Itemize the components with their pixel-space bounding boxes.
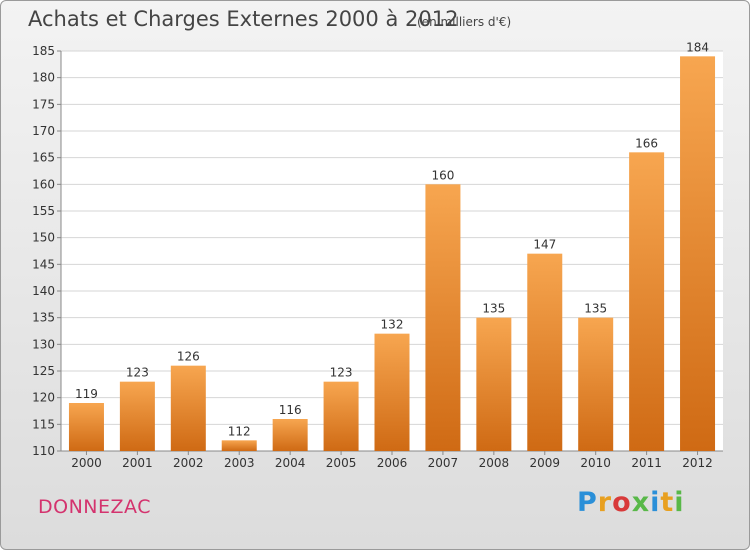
bar	[119, 381, 155, 451]
logo-letter: i	[674, 487, 685, 518]
bar	[323, 381, 359, 451]
y-tick-label: 125	[32, 364, 55, 378]
x-tick-label: 2009	[529, 456, 560, 470]
value-label: 184	[686, 40, 709, 54]
value-label: 116	[279, 403, 302, 417]
x-tick-label: 2003	[224, 456, 255, 470]
proxiti-logo: Proxiti	[577, 487, 685, 518]
value-label: 123	[126, 366, 149, 380]
bar	[527, 253, 563, 451]
y-tick-label: 185	[32, 44, 55, 58]
chart-subtitle: (en milliers d'€)	[417, 15, 512, 29]
y-tick-label: 145	[32, 257, 55, 271]
logo-letter: i	[650, 487, 661, 518]
x-tick-label: 2010	[580, 456, 611, 470]
bar	[629, 152, 665, 452]
y-tick-label: 175	[32, 97, 55, 111]
value-label: 132	[381, 318, 404, 332]
x-tick-label: 2000	[71, 456, 102, 470]
bar	[476, 317, 512, 451]
bar	[272, 419, 308, 451]
bar	[680, 56, 716, 451]
logo-letter: t	[660, 487, 675, 518]
x-tick-label: 2008	[479, 456, 510, 470]
bar	[374, 333, 410, 451]
x-tick-label: 2001	[122, 456, 153, 470]
y-tick-label: 180	[32, 71, 55, 85]
y-tick-label: 115	[32, 417, 55, 431]
x-tick-label: 2011	[631, 456, 662, 470]
value-label: 112	[228, 424, 251, 438]
y-tick-label: 165	[32, 151, 55, 165]
y-tick-label: 170	[32, 124, 55, 138]
bar	[578, 317, 614, 451]
logo-letter: P	[577, 487, 598, 518]
commune-name: DONNEZAC	[38, 496, 151, 518]
x-tick-label: 2005	[326, 456, 357, 470]
logo-letter: r	[597, 487, 613, 518]
y-tick-label: 150	[32, 231, 55, 245]
value-label: 166	[635, 136, 658, 150]
x-tick-label: 2002	[173, 456, 204, 470]
y-tick-label: 135	[32, 311, 55, 325]
y-tick-label: 160	[32, 177, 55, 191]
value-label: 123	[330, 366, 353, 380]
value-label: 135	[584, 302, 607, 316]
x-tick-label: 2007	[428, 456, 459, 470]
value-label: 135	[482, 302, 505, 316]
value-label: 160	[431, 168, 454, 182]
value-label: 147	[533, 238, 556, 252]
logo-letter: x	[631, 487, 651, 518]
value-label: 126	[177, 350, 200, 364]
y-tick-label: 140	[32, 284, 55, 298]
x-tick-label: 2012	[682, 456, 713, 470]
x-tick-label: 2004	[275, 456, 306, 470]
bar	[425, 184, 461, 452]
chart-title: Achats et Charges Externes 2000 à 2012	[28, 7, 459, 31]
bar	[221, 440, 257, 451]
logo-letter: o	[612, 487, 632, 518]
y-tick-label: 110	[32, 444, 55, 458]
x-tick-label: 2006	[377, 456, 408, 470]
bar	[68, 403, 104, 451]
y-tick-label: 120	[32, 391, 55, 405]
value-label: 119	[75, 387, 98, 401]
y-tick-label: 130	[32, 337, 55, 351]
y-tick-label: 155	[32, 204, 55, 218]
bar	[170, 365, 206, 451]
